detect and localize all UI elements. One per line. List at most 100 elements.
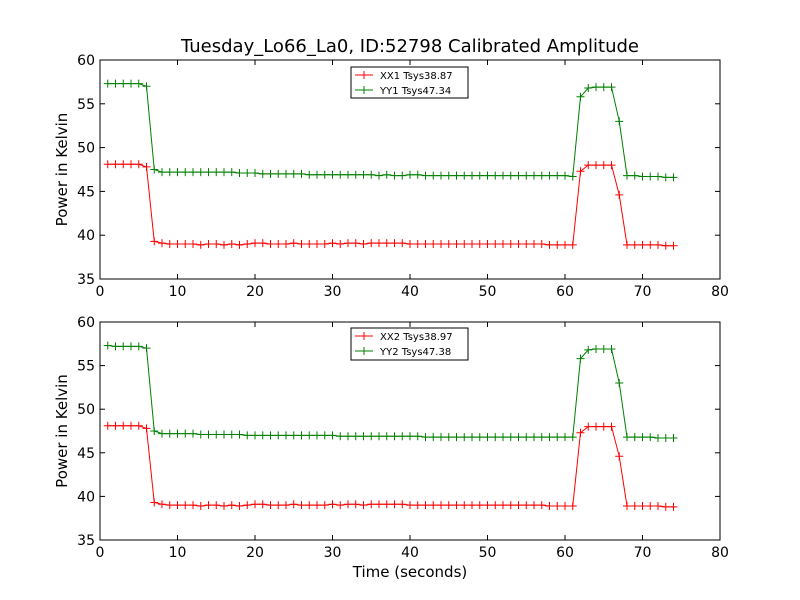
data-point <box>623 501 631 510</box>
data-point <box>444 501 453 510</box>
data-point <box>297 239 306 248</box>
data-point <box>150 498 159 507</box>
data-point <box>274 239 283 248</box>
data-point <box>638 240 647 249</box>
x-tick-label: 20 <box>246 284 264 300</box>
data-point <box>506 171 515 180</box>
data-point <box>623 171 631 180</box>
x-tick-label: 10 <box>169 545 187 561</box>
data-point <box>452 433 461 442</box>
data-point <box>615 379 624 388</box>
data-point <box>359 501 368 510</box>
data-point <box>243 239 252 248</box>
data-point <box>491 171 500 180</box>
x-tick-label: 70 <box>634 284 652 300</box>
data-point <box>173 429 182 438</box>
data-point <box>553 501 562 510</box>
data-point <box>514 501 523 510</box>
data-point <box>506 239 515 248</box>
data-point <box>158 429 166 438</box>
data-point <box>282 501 290 510</box>
data-point <box>344 500 352 509</box>
legend-box <box>350 66 469 99</box>
data-point <box>127 79 135 88</box>
data-point <box>530 501 538 510</box>
data-point <box>289 169 298 178</box>
data-point <box>266 169 275 178</box>
data-point <box>468 171 476 180</box>
data-point <box>111 342 120 351</box>
y-axis-label: Power in Kelvin <box>53 113 71 227</box>
data-point <box>584 84 593 93</box>
data-point <box>483 501 492 510</box>
data-point <box>181 501 190 510</box>
data-point <box>375 500 383 509</box>
data-point <box>382 432 391 441</box>
data-point <box>530 239 538 248</box>
data-point <box>584 345 593 354</box>
data-point <box>328 500 337 509</box>
data-point <box>103 160 112 169</box>
data-point <box>313 170 321 179</box>
data-point <box>615 190 624 199</box>
data-point <box>134 79 143 88</box>
data-point <box>142 82 151 91</box>
legend-box <box>350 327 469 361</box>
x-tick-label: 80 <box>711 545 729 561</box>
data-point <box>646 240 655 249</box>
data-point <box>468 239 476 248</box>
data-point <box>592 422 600 431</box>
legend-swatch-marker <box>360 332 368 340</box>
y-tick-label: 50 <box>77 141 95 157</box>
data-point <box>165 168 174 177</box>
data-point <box>475 239 484 248</box>
legend-entry: XX1 Tsys38.87 <box>380 71 453 82</box>
data-point <box>553 240 562 249</box>
data-point <box>344 239 352 248</box>
data-point <box>212 430 221 439</box>
data-point <box>289 431 298 440</box>
x-tick-label: 0 <box>96 545 105 561</box>
data-point <box>638 172 647 181</box>
series-xx1 <box>103 160 678 250</box>
x-tick-label: 40 <box>401 284 419 300</box>
data-point <box>305 431 314 440</box>
data-point <box>406 170 414 179</box>
data-point <box>367 432 376 441</box>
data-point <box>661 433 670 442</box>
x-tick-label: 80 <box>711 284 729 300</box>
data-point <box>522 239 531 248</box>
data-point <box>654 240 662 249</box>
data-point <box>227 168 236 177</box>
data-point <box>437 433 445 442</box>
data-point <box>537 501 546 510</box>
x-tick-label: 20 <box>246 545 264 561</box>
data-point <box>251 239 259 248</box>
data-point <box>165 429 174 438</box>
data-point <box>437 171 445 180</box>
data-point <box>421 433 430 442</box>
data-point <box>328 239 337 248</box>
data-point <box>514 433 523 442</box>
data-point <box>623 433 631 442</box>
data-point <box>398 500 407 509</box>
data-point <box>134 342 143 351</box>
data-point <box>522 433 531 442</box>
data-point <box>351 500 360 509</box>
data-point <box>413 239 422 248</box>
legend-swatch-marker <box>360 86 368 94</box>
data-point <box>258 169 267 178</box>
data-point <box>173 501 182 510</box>
x-tick-label: 50 <box>479 284 497 300</box>
data-point <box>599 345 608 354</box>
x-tick-label: 60 <box>556 545 574 561</box>
data-point <box>475 433 484 442</box>
data-point <box>344 170 352 179</box>
data-point <box>499 501 507 510</box>
y-tick-label: 45 <box>77 184 95 200</box>
data-point <box>661 173 670 182</box>
data-point <box>305 170 314 179</box>
data-point <box>173 168 182 177</box>
data-point <box>367 500 376 509</box>
data-point <box>599 83 608 92</box>
